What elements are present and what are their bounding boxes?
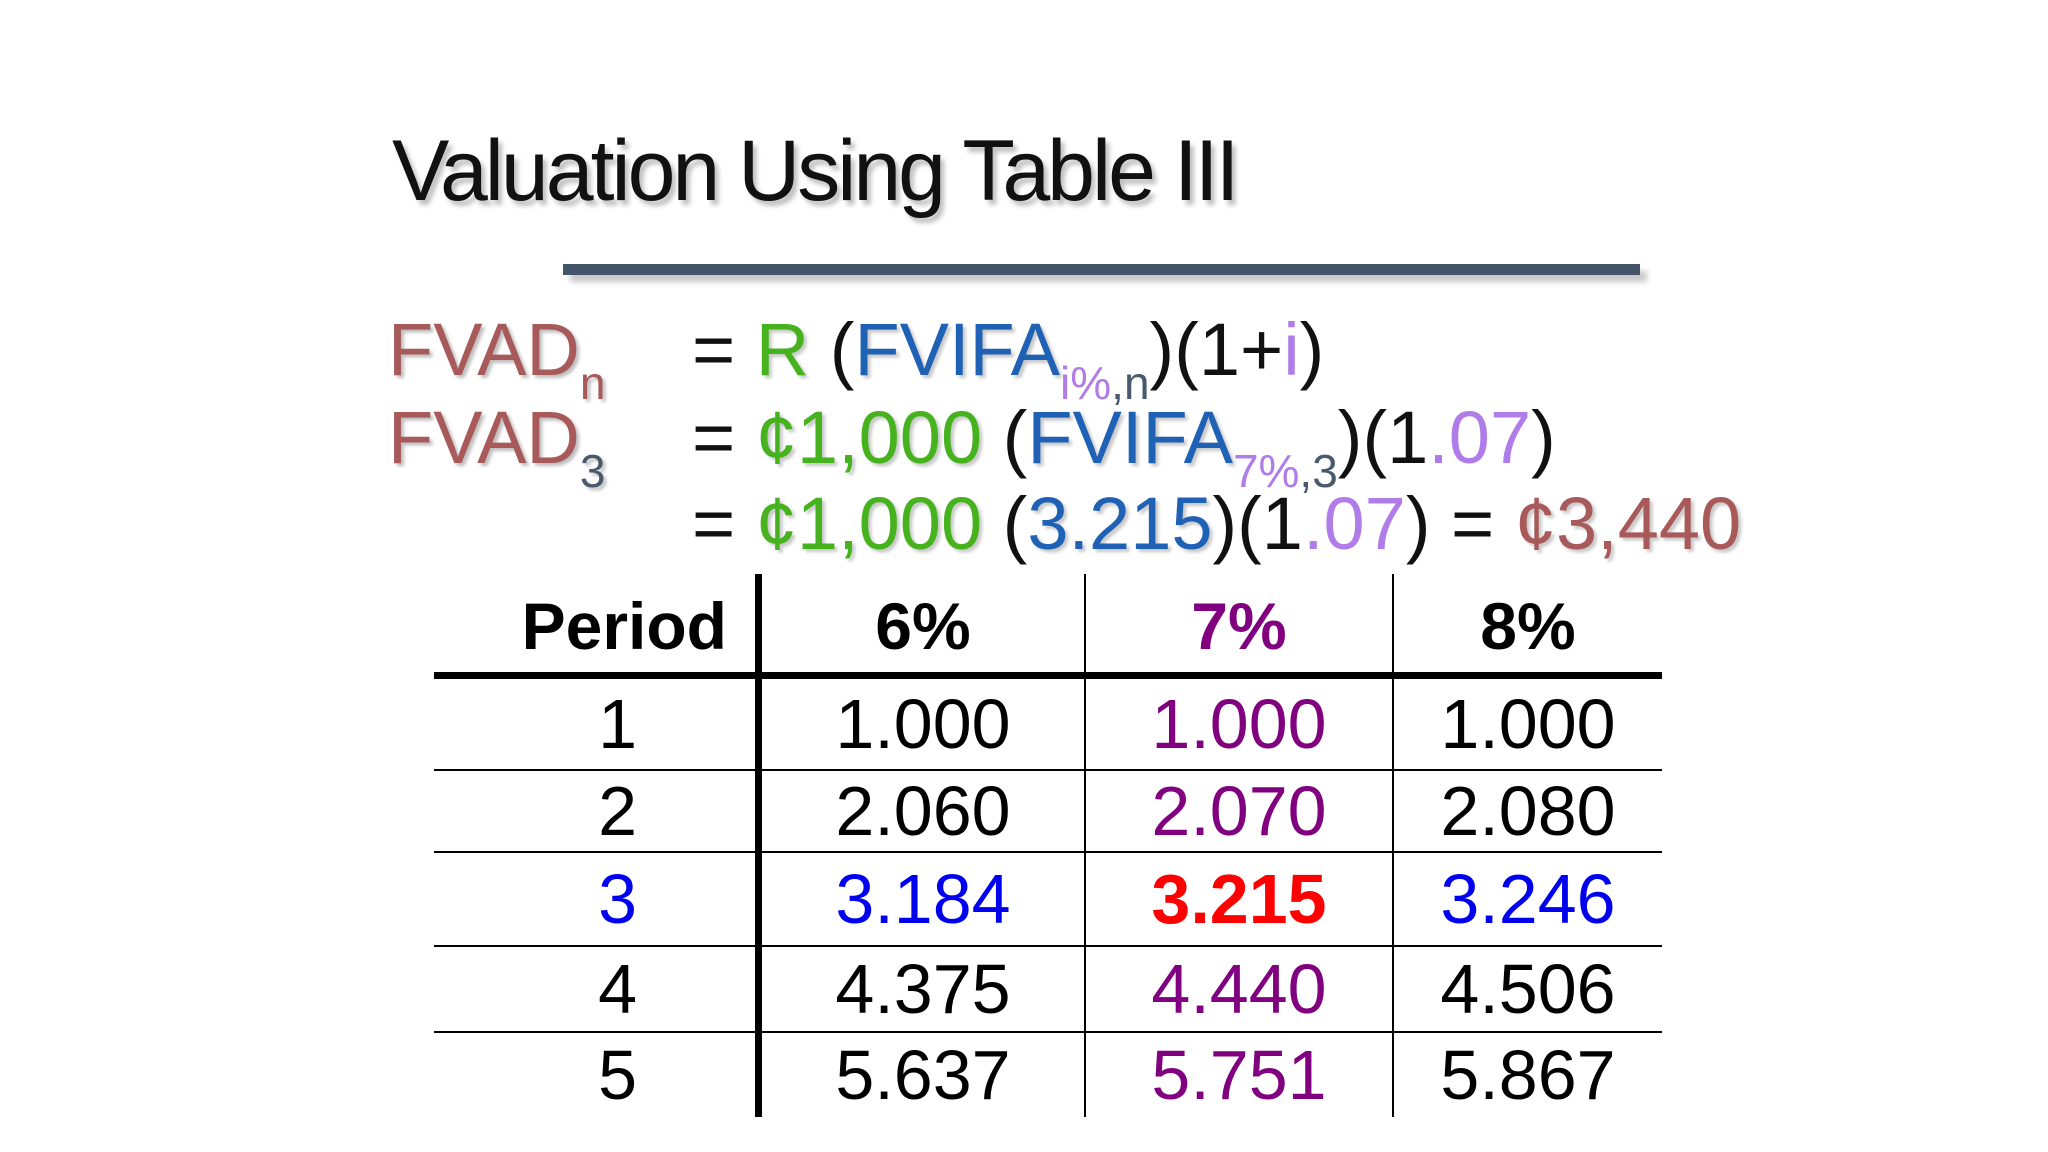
table-row: 4 4.375 4.440 4.506 (434, 945, 1662, 1032)
formula-line2-rhs: = ¢1,000 (FVIFA7%,3)(1.07) (692, 401, 1556, 495)
value-cell: 3.184 (758, 851, 1086, 946)
formula-line2-lhs: FVAD3 (388, 401, 605, 495)
table-row: 1 1.000 1.000 1.000 (434, 675, 1662, 770)
equals-sign: = (692, 482, 736, 565)
payment-amount: ¢1,000 (755, 396, 983, 479)
table-row: 5 5.637 5.751 5.867 (434, 1031, 1662, 1117)
paren-mid: )(1 (1212, 482, 1303, 565)
formula-line1-lhs: FVADn (388, 313, 605, 407)
value-cell: 1.000 (758, 675, 1086, 770)
fvad-subscript: n (579, 357, 606, 409)
value-cell: 5.867 (1393, 1031, 1662, 1117)
fvifa-subscript-n: n (1123, 357, 1150, 409)
value-cell: 2.070 (1085, 769, 1394, 852)
value-cell: 1.000 (1440, 685, 1616, 763)
slide-title: Valuation Using Table III (392, 123, 1240, 219)
highlighted-value-cell: 3.215 (1085, 851, 1394, 946)
fvifa-subscript-comma: , (1299, 445, 1313, 497)
table-row: 2 2.060 2.070 2.080 (434, 769, 1662, 852)
paren-close: ) (1299, 308, 1325, 391)
value-cell: 4.375 (758, 945, 1086, 1032)
rate-value: .07 (1428, 396, 1532, 479)
paren-open: ( (809, 308, 855, 391)
value-cell: 2.060 (758, 769, 1086, 852)
fvifa-symbol: FVIFA (854, 308, 1061, 391)
table-row-highlighted: 3 3.184 3.215 3.246 (434, 851, 1662, 946)
fvifa-subscript: 7%,3 (1233, 445, 1338, 497)
rate-symbol: i (1283, 308, 1300, 391)
header-period: Period (434, 574, 762, 679)
value-cell: 4.506 (1393, 945, 1662, 1032)
payment-symbol: R (755, 308, 810, 391)
fvifa-subscript-n: 3 (1312, 445, 1338, 497)
period-cell: 2 (434, 769, 762, 852)
fvad-label: FVAD (388, 396, 580, 479)
value-cell: 5.751 (1085, 1031, 1394, 1117)
value-cell: 4.440 (1085, 945, 1394, 1032)
result-value: ¢3,440 (1514, 482, 1742, 565)
period-cell: 3 (434, 851, 762, 946)
header-8-percent: 8% (1393, 574, 1662, 679)
paren-close: ) (1531, 396, 1556, 479)
fvifa-subscript-rate: i% (1060, 357, 1112, 409)
formula-line1-rhs: = R (FVIFAi%,n)(1+i) (692, 313, 1324, 407)
value-cell: 5.637 (758, 1031, 1086, 1117)
factor-value: 3.215 (1027, 482, 1213, 565)
header-7-percent: 7% (1085, 574, 1394, 679)
value-cell: 2.080 (1393, 769, 1662, 852)
fvifa-subscript-rate: 7% (1232, 445, 1300, 497)
fvifa-symbol: FVIFA (1027, 396, 1233, 479)
fvad-subscript: 3 (579, 445, 606, 497)
rate-value: .07 (1302, 482, 1406, 565)
title-underline (563, 264, 1640, 275)
formula-line3: = ¢1,000 (3.215)(1.07) = ¢3,440 (692, 487, 1741, 561)
header-6-percent: 6% (758, 574, 1086, 679)
equals-sign: = (692, 396, 736, 479)
period-cell: 1 (434, 675, 762, 770)
payment-amount: ¢1,000 (755, 482, 983, 565)
paren-open: ( (982, 482, 1028, 565)
paren-mid: )(1+ (1149, 308, 1284, 391)
fvifa-subscript-comma: , (1111, 357, 1124, 409)
value-cell: 3.246 (1393, 851, 1662, 946)
period-cell: 4 (434, 945, 762, 1032)
fvad-label: FVAD (388, 308, 580, 391)
paren-open: ( (982, 396, 1028, 479)
paren-close-equals: ) = (1405, 482, 1515, 565)
equals-sign: = (692, 308, 736, 391)
paren-mid: )(1 (1337, 396, 1429, 479)
period-cell: 5 (434, 1031, 762, 1117)
value-cell: 1.000 (1085, 675, 1394, 770)
table-header-row: Period 6% 7% 8% (434, 574, 1662, 679)
fvifa-subscript: i%,n (1060, 357, 1150, 409)
fvifa-table: Period 6% 7% 8% 1 1.000 1.000 1.000 2 2.… (434, 574, 1662, 1117)
